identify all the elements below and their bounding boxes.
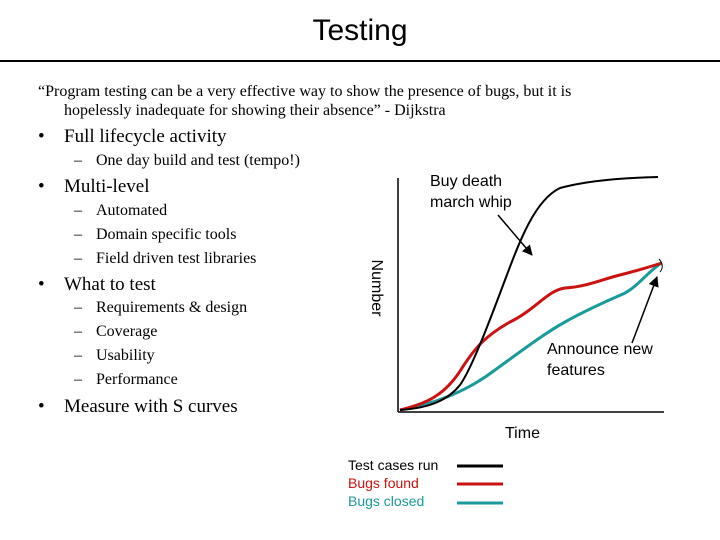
bullet-text: Measure with S curves — [64, 396, 238, 417]
sub-bullet-text: Usability — [96, 347, 155, 364]
bugs-closed-curve — [399, 262, 661, 412]
death-march-arrow — [497, 214, 533, 256]
sub-bullet-usability: – Usability — [74, 347, 155, 365]
dash-icon: – — [74, 299, 82, 316]
sub-bullet-one-day-build: – One day build and test (tempo!) — [74, 152, 300, 170]
bullet-full-lifecycle: • Full lifecycle activity — [38, 126, 227, 148]
bullet-multi-level: • Multi-level — [38, 176, 149, 198]
sub-bullet-text: Field driven test libraries — [96, 250, 257, 267]
legend-label-test-cases: Test cases run — [348, 457, 439, 473]
sub-bullet-field-driven: – Field driven test libraries — [74, 250, 256, 268]
dash-icon: – — [74, 371, 82, 388]
sub-bullet-automated: – Automated — [74, 202, 167, 220]
sub-bullet-text: Automated — [96, 202, 168, 219]
y-axis-label: Number — [368, 260, 385, 318]
quote-line-1: “Program testing can be a very effective… — [38, 83, 572, 100]
slide-title: Testing — [312, 14, 408, 47]
annotation-line: Buy death — [430, 173, 503, 190]
legend-label-bugs-found: Bugs found — [348, 475, 419, 491]
curve-end-bracket — [658, 258, 663, 273]
dash-icon: – — [74, 250, 82, 267]
bullet-what-to-test: • What to test — [38, 274, 156, 296]
legend-label-bugs-closed: Bugs closed — [348, 493, 425, 509]
bullet-text: Multi-level — [64, 176, 150, 197]
annotation-line: Announce new — [547, 341, 653, 358]
sub-bullet-text: Requirements & design — [96, 299, 248, 316]
sub-bullet-text: Performance — [96, 371, 178, 388]
annotation-buy-death-march-whip: Buy death march whip — [430, 171, 512, 213]
bullet-icon: • — [38, 126, 45, 147]
bullet-text: Full lifecycle activity — [64, 126, 227, 147]
dash-icon: – — [74, 226, 82, 243]
title-divider — [0, 60, 720, 62]
dash-icon: – — [74, 347, 82, 364]
sub-bullet-coverage: – Coverage — [74, 323, 157, 341]
bullet-text: What to test — [64, 274, 156, 295]
bullet-s-curves: • Measure with S curves — [38, 396, 238, 418]
dash-icon: – — [74, 152, 82, 169]
x-axis-label: Time — [505, 425, 540, 442]
sub-bullet-requirements: – Requirements & design — [74, 299, 247, 317]
sub-bullet-domain-tools: – Domain specific tools — [74, 226, 236, 244]
sub-bullet-text: Coverage — [96, 323, 158, 340]
test-cases-run-curve — [399, 176, 659, 411]
bugs-found-curve — [399, 261, 663, 412]
bullet-icon: • — [38, 396, 45, 417]
annotation-announce-new-features: Announce new features — [547, 339, 653, 381]
annotation-line: march whip — [430, 194, 512, 211]
quote-line-2: hopelessly inadequate for showing their … — [64, 102, 446, 119]
sub-bullet-text: One day build and test (tempo!) — [96, 152, 300, 169]
dash-icon: – — [74, 202, 82, 219]
dash-icon: – — [74, 323, 82, 340]
dijkstra-quote: “Program testing can be a very effective… — [38, 82, 658, 120]
announce-features-arrow — [631, 276, 659, 344]
bullet-icon: • — [38, 274, 45, 295]
annotation-line: features — [547, 362, 605, 379]
bullet-icon: • — [38, 176, 45, 197]
sub-bullet-text: Domain specific tools — [96, 226, 237, 243]
sub-bullet-performance: – Performance — [74, 371, 178, 389]
